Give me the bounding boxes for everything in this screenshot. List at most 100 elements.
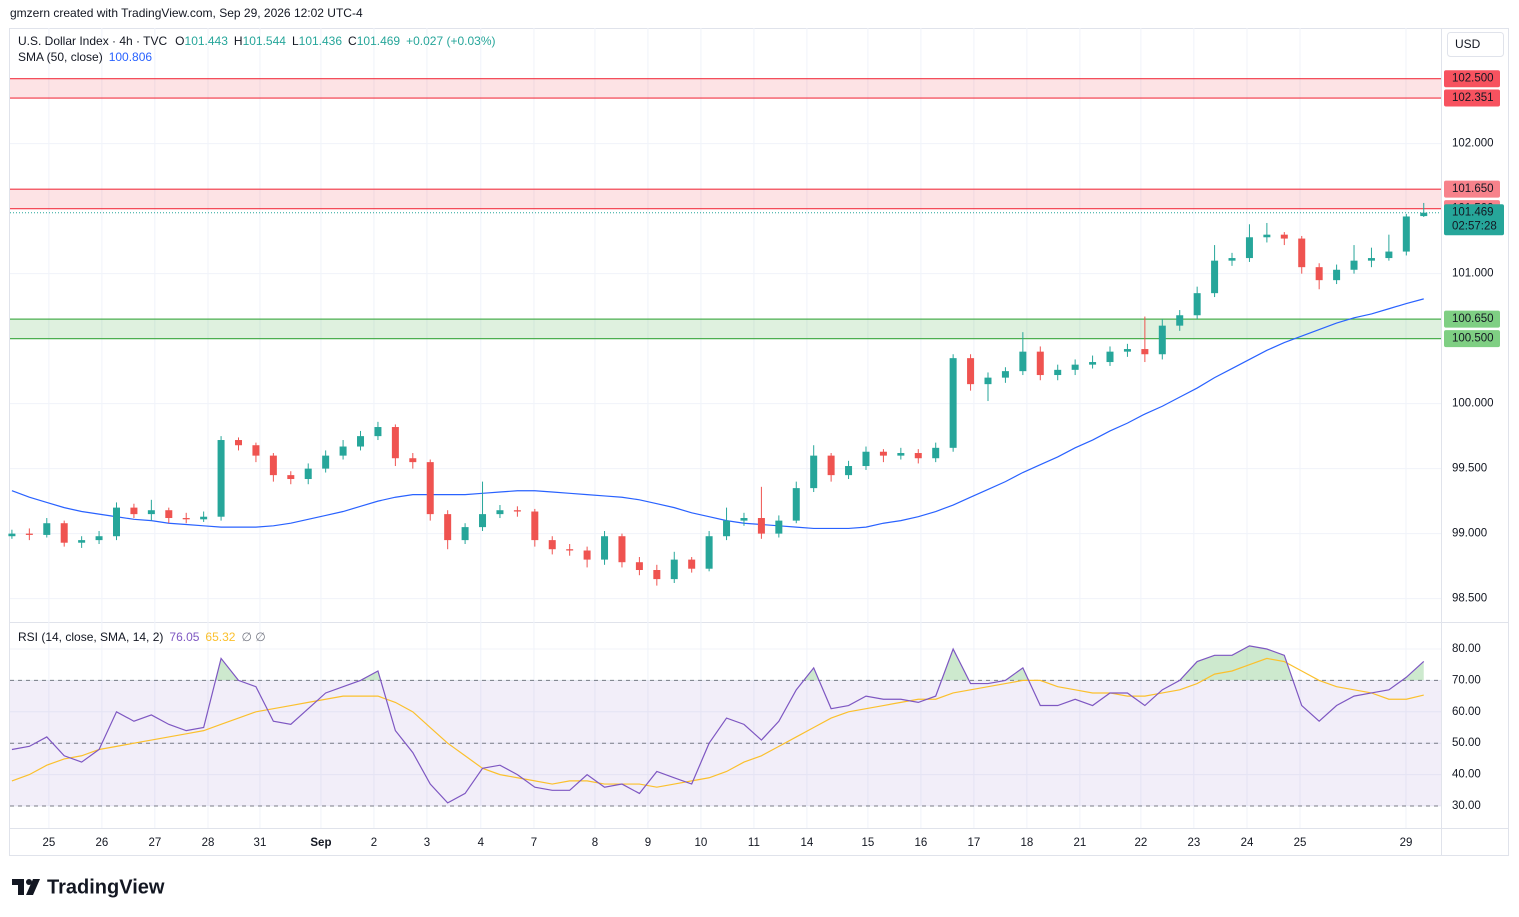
x-tick-label: Sep	[310, 837, 331, 849]
legend-key: C	[348, 34, 357, 48]
sma-line	[11, 298, 1424, 530]
marks	[8, 202, 1441, 804]
x-tick-label: 15	[862, 837, 875, 849]
candle-body	[792, 488, 800, 521]
candle-body	[1158, 325, 1166, 355]
candle-body	[740, 518, 748, 521]
legend: RSI (14, close, SMA, 14, 2) 76.05 65.32 ∅ ∅	[18, 630, 266, 644]
candle-body	[374, 427, 382, 437]
legend-key: L	[292, 34, 299, 48]
x-tick-label: 24	[1241, 837, 1254, 849]
candle-body	[618, 536, 626, 563]
candle-body	[43, 523, 51, 535]
x-tick-label: 21	[1073, 837, 1086, 849]
candle-body	[967, 358, 975, 385]
zone	[10, 319, 1441, 339]
price-tag	[1444, 70, 1500, 88]
candle-body	[391, 427, 399, 459]
candle-body	[287, 475, 295, 480]
candle-body	[426, 462, 434, 515]
legend-change: +0.027 (+0.03%)	[406, 34, 495, 48]
candle-body	[548, 540, 556, 550]
last-price-label: 101.469	[1452, 207, 1494, 219]
x-tick-label: 8	[592, 837, 598, 849]
candle-body	[531, 511, 539, 541]
x-tick-label: 27	[148, 837, 161, 849]
candle-body	[409, 458, 417, 463]
candle-body	[112, 507, 120, 537]
candle-body	[723, 520, 731, 537]
candle-body	[1280, 234, 1288, 239]
rsi-tick-label: 80.00	[1452, 643, 1481, 655]
legend: U.S. Dollar Index · 4h · TVC O101.443 H101…	[18, 34, 496, 48]
candle-body	[235, 440, 243, 446]
y-tick-label: 99.000	[1452, 528, 1487, 540]
rsi-tick-label: 60.00	[1452, 706, 1481, 718]
candle-body	[583, 550, 591, 560]
price-tag-label: 102.351	[1452, 92, 1494, 104]
rsi-tick-label: 40.00	[1452, 769, 1481, 781]
x-tick-label: 10	[695, 837, 708, 849]
candle-body	[635, 562, 643, 571]
candle-body	[1089, 362, 1097, 365]
legend-value: 101.469	[357, 34, 401, 48]
candle-body	[1193, 293, 1201, 316]
candle-body	[879, 451, 887, 456]
x-tick-label: 26	[95, 837, 108, 849]
candle-body	[200, 516, 208, 520]
candle-body	[601, 536, 609, 560]
candle-body	[269, 455, 277, 476]
legend-key: O	[175, 34, 184, 48]
candle-body	[339, 446, 347, 456]
candle-body	[513, 510, 521, 512]
candle-body	[1333, 269, 1341, 281]
candle-body	[688, 559, 696, 569]
chart-frame	[9, 28, 1509, 856]
x-tick-label: 25	[42, 837, 55, 849]
candle-body	[217, 440, 225, 517]
y-tick-label: 100.000	[1452, 398, 1494, 410]
candle-body	[322, 455, 330, 469]
candle-body	[810, 455, 818, 489]
candle-body	[1141, 349, 1149, 355]
candle-body	[1019, 351, 1027, 372]
candle-body	[1036, 351, 1044, 376]
candle-body	[1420, 212, 1428, 217]
legend-sma-value: 100.806	[109, 50, 153, 64]
zone	[10, 78, 1441, 99]
candle-body	[25, 533, 33, 535]
candle-body	[182, 518, 190, 520]
candle-body	[653, 570, 661, 580]
last-price-tag	[1444, 204, 1504, 236]
x-tick-label: 17	[967, 837, 980, 849]
candle-body	[1350, 260, 1358, 270]
candle-body	[165, 510, 173, 519]
legend-value: 76.05	[169, 630, 199, 644]
candle-body	[757, 518, 765, 534]
price-tag	[1444, 310, 1500, 328]
candle-body	[827, 455, 835, 476]
legend-value: 65.32	[205, 630, 235, 644]
rsi-line	[11, 657, 1424, 788]
candle-body	[1385, 251, 1393, 259]
candle-body	[914, 453, 922, 459]
candle-body	[862, 451, 870, 467]
candle-body	[949, 358, 957, 448]
candle-body	[932, 447, 940, 459]
price-tag	[1444, 89, 1500, 107]
x-tick-label: 3	[424, 837, 430, 849]
x-tick-label: 29	[1400, 837, 1413, 849]
price-tag-label: 102.500	[1452, 73, 1494, 85]
candle-body	[1176, 315, 1184, 326]
candle-body	[8, 533, 16, 537]
legend-extra: ∅ ∅	[241, 630, 265, 644]
currency-button[interactable]	[1447, 32, 1504, 57]
candle-body	[845, 466, 853, 476]
rsi-tick-label: 30.00	[1452, 800, 1481, 812]
candle-body	[566, 549, 574, 551]
y-tick-label: 98.500	[1452, 593, 1487, 605]
candle-body	[496, 510, 504, 515]
candle-body	[1263, 234, 1271, 238]
